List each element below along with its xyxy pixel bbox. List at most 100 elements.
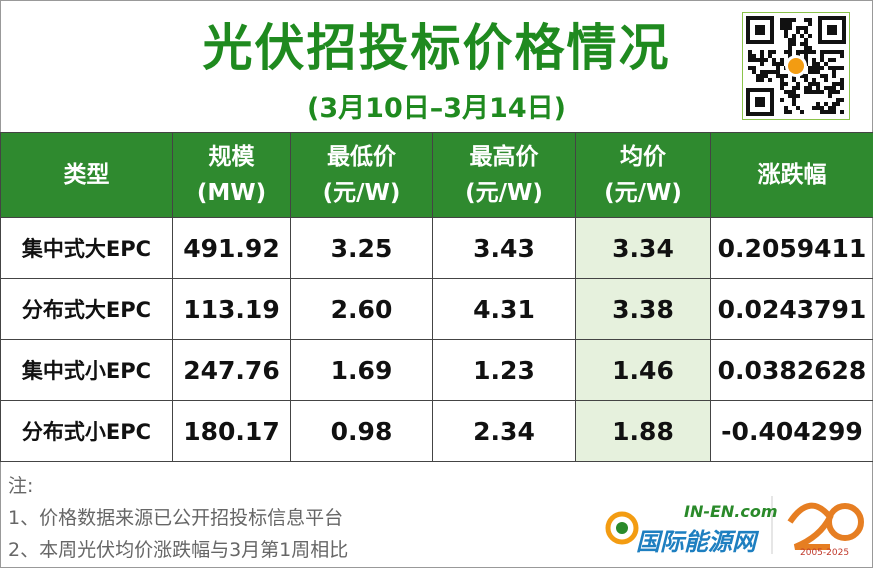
column-header: 最高价 (元/W)	[432, 132, 576, 218]
qr-cell	[792, 86, 796, 90]
column-header: 均价 (元/W)	[575, 132, 711, 218]
table-cell: 分布式大EPC	[0, 278, 173, 340]
qr-cell	[772, 58, 776, 62]
qr-cell	[812, 106, 816, 110]
qr-cell	[784, 22, 788, 26]
qr-cell	[784, 30, 788, 34]
qr-cell	[748, 50, 752, 54]
qr-cell	[840, 82, 844, 86]
qr-cell	[804, 30, 808, 34]
qr-cell	[812, 82, 816, 86]
qr-cell	[824, 86, 828, 90]
qr-cell	[840, 66, 844, 70]
qr-cell	[792, 90, 796, 94]
qr-cell	[768, 54, 772, 58]
qr-cell	[788, 18, 792, 22]
qr-cell	[836, 90, 840, 94]
qr-cell	[804, 46, 808, 50]
qr-cell	[832, 70, 836, 74]
qr-cell	[780, 82, 784, 86]
column-header: 最低价 (元/W)	[290, 132, 433, 218]
qr-cell	[768, 70, 772, 74]
qr-cell	[780, 98, 784, 102]
qr-cell	[828, 106, 832, 110]
qr-cell	[776, 70, 780, 74]
note-line: 2、本周光伏均价涨跌幅与3月第1周相比	[8, 539, 349, 561]
qr-cell	[768, 78, 772, 82]
qr-cell	[840, 78, 844, 82]
qr-cell	[788, 38, 792, 42]
column-header: 类型	[0, 132, 173, 218]
qr-cell	[828, 110, 832, 114]
qr-cell	[784, 18, 788, 22]
qr-cell	[788, 26, 792, 30]
table-cell: 集中式大EPC	[0, 217, 173, 279]
qr-cell	[808, 34, 812, 38]
qr-cell	[760, 78, 764, 82]
qr-cell	[820, 54, 824, 58]
qr-cell	[828, 86, 832, 90]
qr-cell	[756, 58, 760, 62]
qr-cell	[840, 54, 844, 58]
header-line: 最高价	[469, 144, 539, 170]
qr-cell	[792, 34, 796, 38]
qr-cell	[796, 50, 800, 54]
qr-cell	[804, 50, 808, 54]
qr-cell	[792, 42, 796, 46]
logo-name: 国际能源网	[636, 528, 756, 556]
qr-cell	[788, 110, 792, 114]
qr-cell	[752, 66, 756, 70]
qr-cell	[836, 66, 840, 70]
qr-cell	[832, 90, 836, 94]
table-cell: 1.69	[290, 339, 433, 401]
qr-cell	[800, 50, 804, 54]
table-cell: 0.0382628	[710, 339, 873, 401]
qr-cell	[840, 110, 844, 114]
qr-cell	[816, 102, 820, 106]
qr-cell	[780, 18, 784, 22]
qr-cell	[828, 50, 832, 54]
table-cell: 集中式小EPC	[0, 339, 173, 401]
table-row: 分布式小EPC 180.17 0.98 2.34 1.88 -0.404299	[0, 400, 873, 462]
qr-cell	[820, 106, 824, 110]
qr-cell	[816, 90, 820, 94]
qr-cell	[752, 70, 756, 74]
note-line: 1、价格数据来源已公开招投标信息平台	[8, 507, 344, 529]
qr-cell	[772, 62, 776, 66]
qr-cell	[784, 82, 788, 86]
qr-cell	[800, 74, 804, 78]
qr-cell	[832, 50, 836, 54]
qr-cell	[788, 46, 792, 50]
qr-cell	[772, 70, 776, 74]
qr-cell	[752, 58, 756, 62]
qr-cell	[804, 90, 808, 94]
qr-cell	[804, 78, 808, 82]
qr-cell	[804, 42, 808, 46]
header-line: 类型	[63, 162, 110, 188]
qr-cell	[760, 54, 764, 58]
notes: 注: 1、价格数据来源已公开招投标信息平台 2、本周光伏均价涨跌幅与3月第1周相比	[8, 470, 348, 566]
header-line: 最低价	[327, 144, 396, 170]
qr-cell	[812, 62, 816, 66]
qr-cell	[808, 46, 812, 50]
table-row: 集中式小EPC 247.76 1.69 1.23 1.46 0.0382628	[0, 339, 873, 401]
table-cell: 2.60	[290, 278, 433, 340]
qr-cell	[804, 38, 808, 42]
qr-cell	[752, 54, 756, 58]
header-line: (元/W)	[604, 180, 682, 206]
qr-cell	[824, 74, 828, 78]
qr-cell	[780, 22, 784, 26]
table-cell: 3.38	[575, 278, 711, 340]
qr-cell	[820, 50, 824, 54]
qr-cell	[812, 58, 816, 62]
qr-cell	[832, 86, 836, 90]
table-cell: 3.25	[290, 217, 433, 279]
qr-cell	[812, 78, 816, 82]
table-cell: 113.19	[172, 278, 291, 340]
qr-cell	[824, 62, 828, 66]
qr-cell	[780, 86, 784, 90]
qr-cell	[824, 78, 828, 82]
note-line: 注:	[8, 475, 34, 497]
logo	[605, 496, 864, 554]
